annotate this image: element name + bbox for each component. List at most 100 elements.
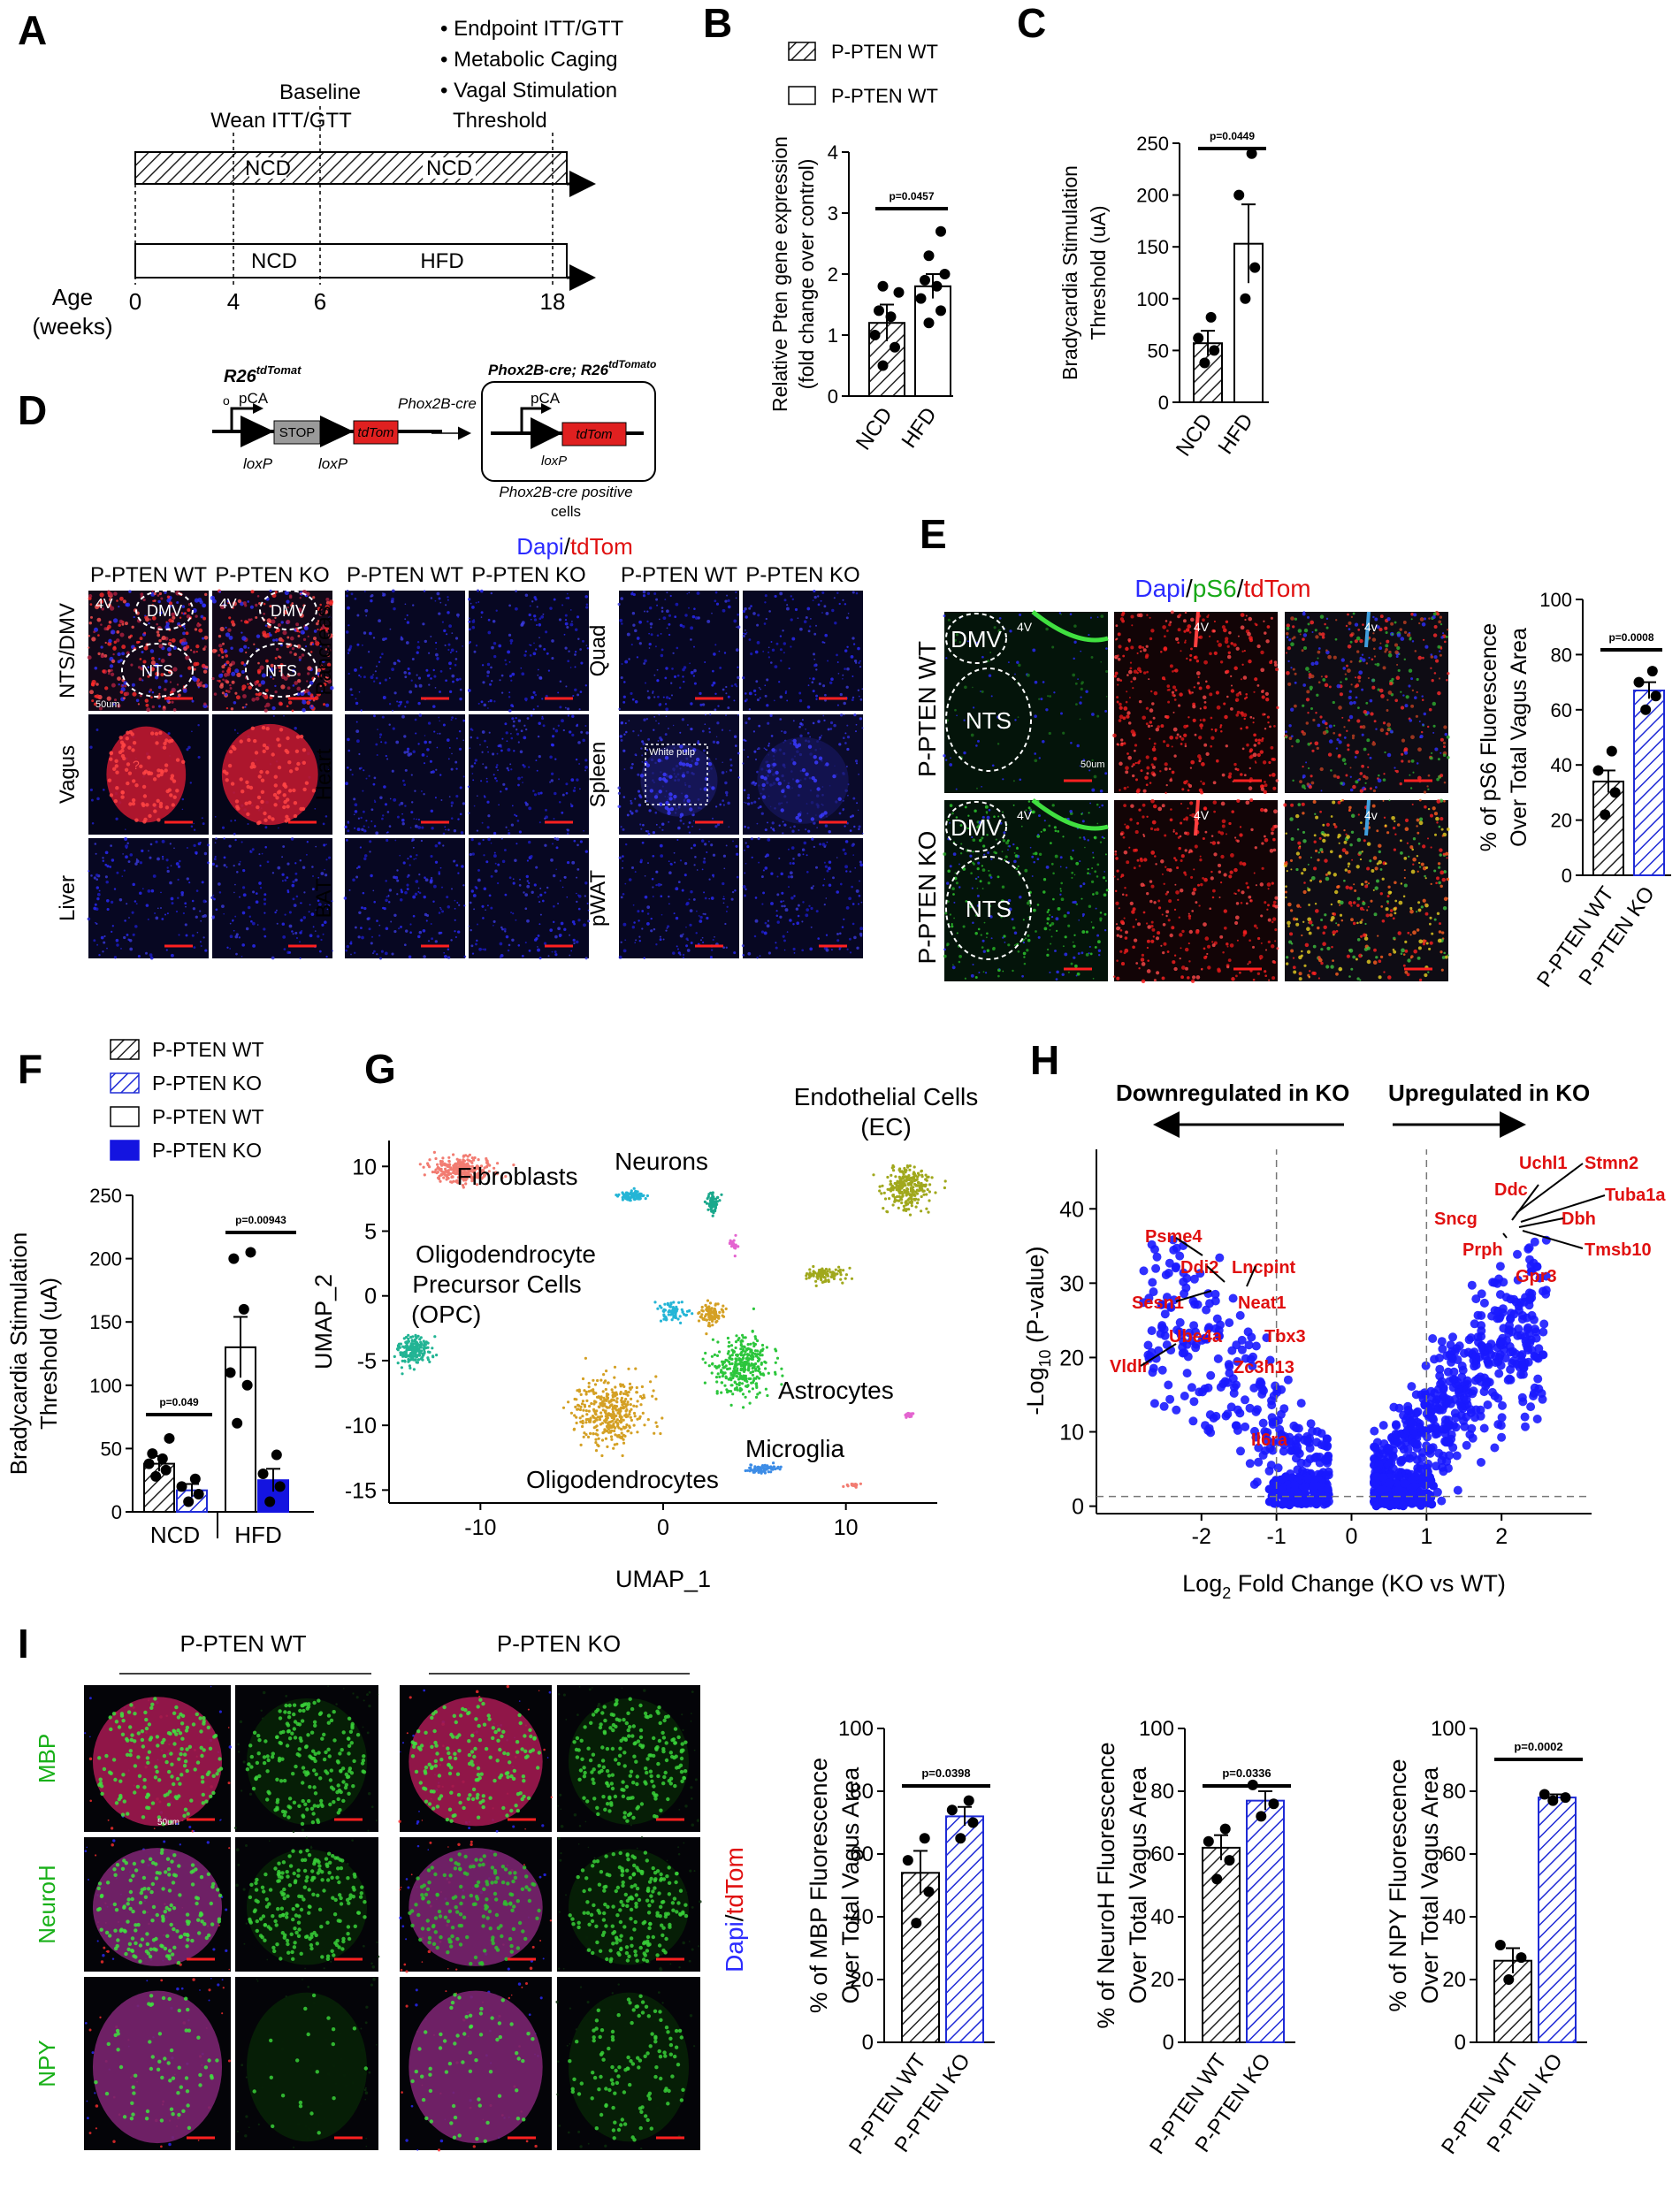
cell-dot — [1290, 707, 1294, 712]
cell-dot — [842, 677, 844, 680]
cell-dot — [373, 714, 376, 718]
cell-dot — [453, 829, 457, 833]
cell-dot — [197, 755, 201, 759]
cell-dot — [622, 949, 627, 953]
cell-dot — [299, 734, 304, 739]
cell-dot — [273, 783, 278, 788]
cell-dot — [544, 817, 546, 820]
cell-dot — [510, 679, 513, 682]
cell-dot — [517, 741, 520, 744]
cell-dot — [723, 897, 726, 900]
cell-dot — [764, 866, 768, 870]
cell-dot — [659, 826, 661, 828]
cell-dot — [494, 776, 497, 780]
cell-dot — [256, 595, 260, 598]
cell-dot — [115, 938, 119, 942]
cell-dot — [577, 907, 581, 911]
cell-dot — [234, 668, 240, 674]
cell-dot — [984, 805, 989, 809]
cell-dot — [812, 599, 814, 602]
cell-dot — [287, 760, 292, 765]
cell-dot — [1371, 637, 1377, 642]
cell-dot — [141, 679, 144, 682]
cell-dot — [172, 779, 177, 783]
cell-dot — [113, 698, 118, 702]
cell-dot — [846, 724, 849, 727]
cell-dot — [1013, 859, 1017, 864]
cell-dot — [1017, 716, 1019, 718]
cell-dot — [1316, 746, 1319, 751]
cell-dot — [1051, 645, 1055, 649]
cell-dot — [846, 645, 849, 649]
cell-dot — [1372, 615, 1375, 619]
cell-dot — [699, 691, 702, 696]
cell-dot — [538, 923, 541, 926]
cell-dot — [767, 742, 770, 745]
cell-dot — [1224, 714, 1228, 720]
cell-dot — [526, 859, 529, 862]
cell-dot — [203, 702, 207, 706]
cell-dot — [731, 890, 735, 894]
col-header: P-PTEN WT — [621, 563, 737, 587]
cell-dot — [510, 736, 514, 740]
cell-dot — [1274, 928, 1278, 932]
cell-dot — [508, 696, 511, 698]
cell-dot — [779, 718, 783, 721]
cell-dot — [390, 920, 393, 923]
cell-dot — [660, 653, 664, 658]
cell-dot — [1080, 687, 1083, 690]
cell-dot — [981, 655, 984, 659]
cell-dot — [1051, 804, 1055, 807]
cell-dot — [1249, 767, 1251, 770]
cell-dot — [1050, 935, 1053, 938]
cell-dot — [1267, 940, 1271, 944]
cell-dot — [754, 782, 758, 785]
cell-dot — [1257, 741, 1261, 745]
cell-dot — [106, 696, 111, 701]
cell-dot — [1237, 635, 1240, 637]
cell-dot — [418, 713, 423, 717]
cell-dot — [485, 860, 489, 864]
cell-dot — [1177, 641, 1180, 645]
cell-dot — [784, 908, 789, 912]
cell-dot — [624, 660, 629, 664]
cell-dot — [483, 703, 487, 707]
cell-dot — [279, 702, 283, 706]
cell-dot — [1049, 695, 1052, 698]
cell-dot — [186, 877, 189, 881]
cell-dot — [737, 713, 739, 716]
cell-dot — [221, 826, 225, 829]
cell-dot — [377, 729, 378, 730]
cell-dot — [1184, 641, 1187, 644]
age-tick: 18 — [540, 288, 566, 315]
cell-dot — [770, 827, 773, 829]
cell-dot — [567, 660, 570, 663]
cell-dot — [379, 736, 381, 738]
cell-dot — [103, 654, 108, 658]
cell-dot — [424, 735, 426, 736]
col-header: P-PTEN WT — [90, 563, 207, 587]
cell-dot — [1140, 769, 1143, 773]
data-point — [885, 311, 897, 323]
cell-dot — [630, 644, 633, 646]
cell-dot — [578, 708, 581, 711]
cell-dot — [116, 630, 120, 634]
cell-dot — [624, 722, 627, 725]
cell-dot — [439, 690, 441, 693]
cell-dot — [791, 637, 796, 641]
y-tick-label: 200 — [1136, 185, 1169, 207]
cell-dot — [481, 730, 485, 734]
cell-dot — [225, 778, 229, 782]
cell-dot — [1144, 655, 1149, 660]
cell-dot — [533, 883, 537, 887]
cell-dot — [1021, 974, 1024, 978]
cell-dot — [198, 628, 203, 633]
cell-dot — [1254, 760, 1256, 763]
cell-dot — [251, 698, 256, 702]
cell-dot — [158, 658, 161, 660]
cell-dot — [360, 675, 362, 678]
cell-dot — [538, 617, 542, 621]
cell-dot — [348, 889, 351, 891]
cell-dot — [725, 946, 728, 949]
cell-dot — [455, 795, 459, 798]
